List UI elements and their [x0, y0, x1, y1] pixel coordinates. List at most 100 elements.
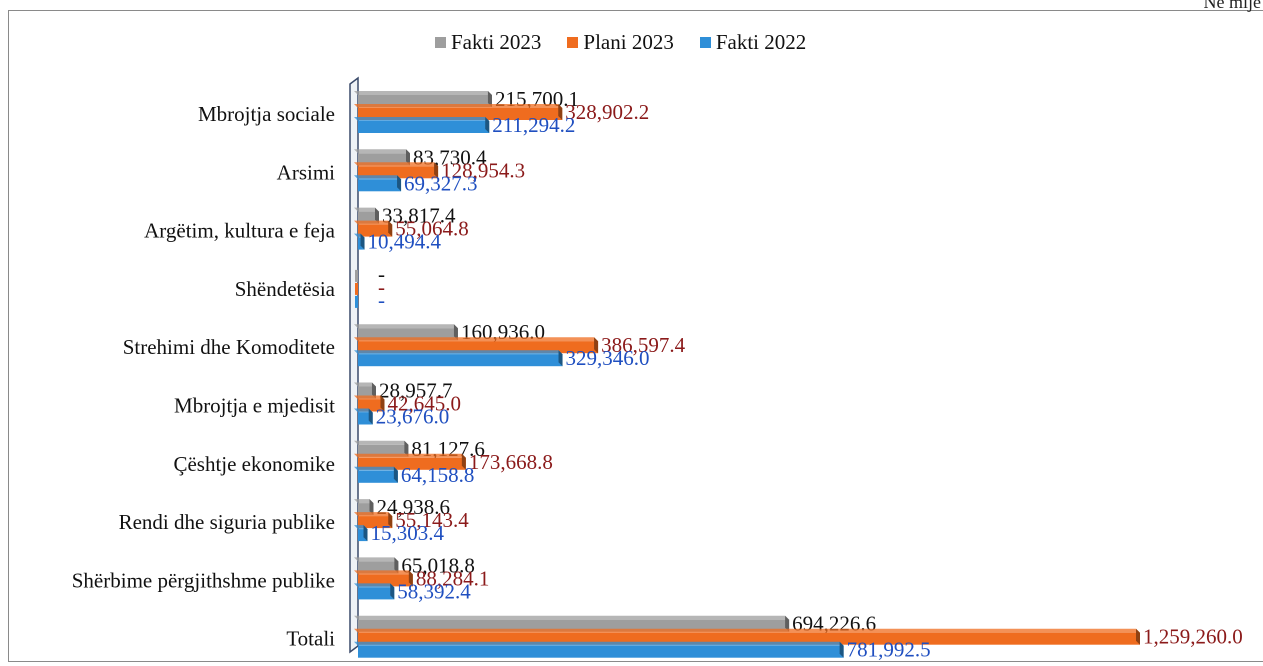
bar-end-fakti-2022-8: [390, 583, 395, 600]
bar-top-plani-2023-5: [354, 395, 385, 400]
chart-legend: Fakti 2023 Plani 2023 Fakti 2022: [435, 30, 806, 55]
bar-top-fakti-2022-9: [354, 641, 844, 646]
data-label-plani-2023-6: 173,668.8: [469, 450, 553, 474]
bar-fakti-2022-6: [358, 470, 398, 483]
bar-end-fakti-2022-1: [397, 175, 402, 192]
data-label-plani-2023-0: 328,902.2: [565, 100, 649, 124]
bar-end-fakti-2023-4: [453, 324, 458, 341]
data-label-plani-2023-3: -: [378, 275, 385, 299]
data-label-fakti-2022-1: 69,327.3: [404, 171, 478, 195]
bar-end-fakti-2022-5: [368, 408, 373, 425]
data-label-plani-2023-9: 1,259,260.0: [1143, 625, 1243, 649]
legend-label-fakti-2022: Fakti 2022: [715, 30, 807, 54]
bar-top-plani-2023-8: [354, 570, 413, 575]
bar-end-plani-2023-9: [1136, 628, 1140, 645]
legend-item-fakti-2023: Fakti 2023: [435, 30, 541, 55]
bar-top-fakti-2022-0: [354, 117, 490, 121]
bar-top-fakti-2022-5: [354, 408, 373, 413]
legend-swatch-fakti-2023: [435, 37, 446, 48]
bar-end-plani-2023-5: [380, 395, 385, 412]
legend-item-plani-2023: Plani 2023: [567, 30, 674, 55]
bar-end-plani-2023-7: [388, 512, 393, 529]
bar-end-fakti-2023-2: [375, 207, 380, 224]
bar-top-plani-2023-6: [354, 453, 466, 458]
bar-fakti-2023-7: [358, 503, 374, 516]
legend-swatch-fakti-2022: [699, 37, 711, 48]
data-label-fakti-2022-8: 58,392.4: [397, 579, 471, 603]
bar-end-fakti-2023-7: [369, 499, 374, 516]
bar-fakti-2022-4: [358, 354, 563, 367]
bar-end-fakti-2022-9: [839, 641, 844, 658]
data-label-fakti-2022-3: -: [378, 288, 385, 312]
bar-top-plani-2023-9: [354, 628, 1140, 633]
bar-end-plani-2023-0: [558, 104, 563, 120]
bar-top-fakti-2023-6: [354, 440, 409, 445]
bar-top-fakti-2022-6: [354, 466, 398, 471]
bar-fakti-2022-7: [358, 529, 368, 542]
data-label-fakti-2022-6: 64,158.8: [401, 463, 475, 487]
bar-end-fakti-2022-6: [393, 466, 398, 483]
bar-top-fakti-2023-5: [354, 382, 376, 387]
bar-top-plani-2023-7: [354, 512, 393, 517]
bar-top-fakti-2023-9: [354, 615, 790, 620]
category-label-strehimi-dhe-komoditete: Strehimi dhe Komoditete: [123, 335, 335, 359]
category-label-mbrojtja-e-mjedisit: Mbrojtja e mjedisit: [174, 394, 335, 418]
bar-plani-2023-3: [355, 282, 358, 295]
bar-top-fakti-2023-4: [354, 324, 458, 329]
bar-plani-2023-7: [358, 516, 393, 529]
bar-end-fakti-2022-2: [360, 233, 365, 250]
bar-top-fakti-2022-8: [354, 583, 395, 588]
data-label-fakti-2022-9: 781,992.5: [847, 638, 931, 662]
bar-fakti-2022-0: [358, 121, 490, 133]
bar-fakti-2022-9: [358, 645, 844, 658]
data-label-plani-2023-1: 128,954.3: [441, 158, 525, 182]
bar-end-fakti-2022-7: [363, 525, 368, 542]
bar-top-fakti-2022-1: [354, 175, 402, 180]
category-label-rendi-dhe-siguria-publike: Rendi dhe siguria publike: [119, 510, 335, 534]
bar-top-fakti-2023-2: [354, 207, 380, 212]
bar-fakti-2022-8: [358, 587, 395, 600]
data-label-plani-2023-8: 88,284.1: [416, 566, 490, 590]
bar-end-fakti-2023-1: [405, 149, 410, 166]
category-label-arsimi: Arsimi: [277, 160, 336, 184]
bar-end-fakti-2023-5: [371, 382, 376, 399]
data-label-fakti-2023-2: 33,817.4: [382, 204, 456, 228]
bar-top-fakti-2023-0: [354, 91, 492, 95]
bar-fakti-2022-1: [358, 179, 402, 192]
chart-frame: [8, 10, 1263, 662]
data-label-fakti-2023-3: -: [378, 262, 385, 286]
bar-top-fakti-2023-7: [354, 499, 374, 504]
bar-top-fakti-2022-4: [354, 350, 563, 355]
bar-end-fakti-2023-0: [487, 91, 492, 107]
bar-end-plani-2023-8: [408, 570, 413, 587]
bar-top-plani-2023-0: [354, 104, 563, 108]
data-label-plani-2023-4: 386,597.4: [601, 333, 686, 357]
data-label-plani-2023-7: 55,143.4: [395, 508, 469, 532]
corner-note: Në mijë: [1203, 0, 1261, 12]
bar-plani-2023-2: [358, 224, 393, 237]
data-label-fakti-2022-5: 23,676.0: [376, 405, 450, 429]
bar-end-fakti-2023-8: [394, 557, 399, 574]
bar-top-plani-2023-1: [354, 162, 439, 167]
bar-top-fakti-2023-1: [354, 149, 410, 154]
bar-end-plani-2023-1: [434, 162, 439, 179]
bar-end-fakti-2022-4: [558, 350, 563, 367]
legend-item-fakti-2022: Fakti 2022: [699, 30, 807, 55]
data-label-plani-2023-5: 42,645.0: [387, 392, 461, 416]
data-label-fakti-2023-8: 65,018.8: [401, 553, 475, 577]
category-label-totali: Totali: [286, 627, 335, 651]
category-label-shtje-ekonomike: Çështje ekonomike: [173, 452, 335, 476]
legend-label-fakti-2023: Fakti 2023: [451, 30, 542, 54]
category-label-arg-tim-kultura-e-feja: Argëtim, kultura e feja: [144, 219, 336, 243]
bar-top-fakti-2023-8: [354, 557, 399, 562]
bar-end-fakti-2023-6: [404, 440, 409, 457]
data-label-fakti-2022-0: 211,294.2: [492, 113, 575, 137]
bar-top-plani-2023-2: [354, 220, 393, 225]
bar-end-plani-2023-4: [594, 337, 599, 354]
data-label-plani-2023-2: 55,064.8: [395, 217, 469, 241]
bar-end-plani-2023-2: [388, 220, 393, 237]
data-label-fakti-2022-4: 329,346.0: [566, 346, 650, 370]
category-label-sh-ndet-sia: Shëndetësia: [235, 277, 336, 301]
bar-fakti-2022-3: [355, 295, 358, 308]
